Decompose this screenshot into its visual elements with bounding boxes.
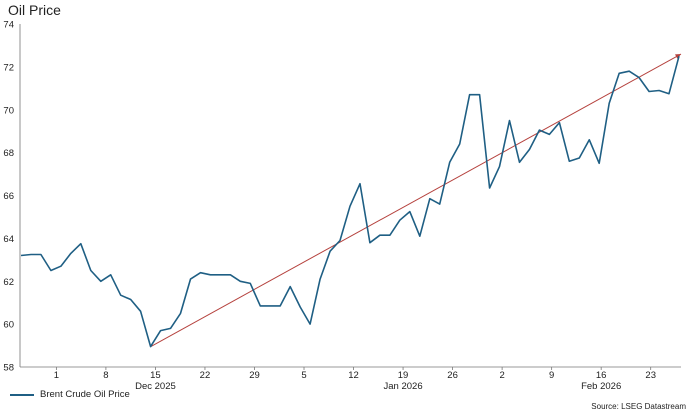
x-tick-label: 2 bbox=[499, 370, 504, 381]
y-tick-label: 70 bbox=[3, 105, 14, 116]
x-tick-label: 12 bbox=[348, 370, 359, 381]
x-tick-label: 26 bbox=[447, 370, 458, 381]
trend-arrowhead bbox=[675, 54, 681, 59]
chart-title: Oil Price bbox=[8, 2, 61, 18]
x-tick-label: 8 bbox=[103, 370, 108, 381]
y-tick-label: 62 bbox=[3, 277, 14, 288]
y-tick-label: 64 bbox=[3, 234, 14, 245]
y-tick-label: 60 bbox=[3, 320, 14, 331]
x-tick-label: 9 bbox=[549, 370, 554, 381]
x-period-label: Dec 2025 bbox=[135, 381, 176, 392]
x-period-label: Feb 2026 bbox=[581, 381, 621, 392]
y-tick-label: 72 bbox=[3, 62, 14, 73]
trend-line bbox=[150, 53, 682, 348]
series-line-brent bbox=[20, 55, 680, 348]
y-tick-label: 74 bbox=[3, 20, 14, 31]
legend: Brent Crude Oil Price bbox=[10, 389, 130, 400]
source-note: Source: LSEG Datastream bbox=[591, 402, 686, 411]
x-tick-label: 15 bbox=[150, 370, 161, 381]
x-tick-label: 5 bbox=[301, 370, 306, 381]
y-tick-label: 58 bbox=[3, 363, 14, 374]
x-tick-label: 23 bbox=[645, 370, 656, 381]
x-tick-label: 1 bbox=[54, 370, 59, 381]
x-tick-label: 19 bbox=[398, 370, 409, 381]
x-tick-label: 16 bbox=[596, 370, 607, 381]
x-period-label: Jan 2026 bbox=[384, 381, 423, 392]
legend-swatch-brent bbox=[10, 393, 34, 396]
x-tick-label: 29 bbox=[249, 370, 260, 381]
y-tick-label: 68 bbox=[3, 148, 14, 159]
legend-label-brent: Brent Crude Oil Price bbox=[40, 389, 130, 400]
y-tick-label: 66 bbox=[3, 191, 14, 202]
x-tick-label: 22 bbox=[200, 370, 211, 381]
